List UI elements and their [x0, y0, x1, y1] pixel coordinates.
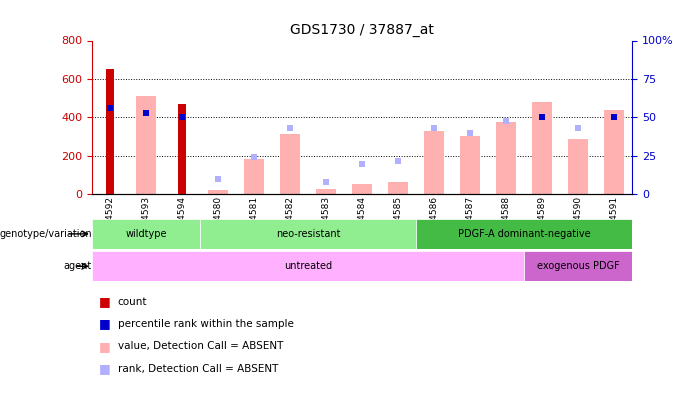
- Bar: [178, 104, 186, 194]
- Bar: [208, 190, 228, 194]
- Title: GDS1730 / 37887_at: GDS1730 / 37887_at: [290, 23, 434, 37]
- Bar: [92, 251, 524, 281]
- Bar: [136, 96, 156, 194]
- Bar: [605, 110, 624, 194]
- Text: PDGF-A dominant-negative: PDGF-A dominant-negative: [458, 229, 591, 239]
- Bar: [244, 159, 264, 194]
- Text: percentile rank within the sample: percentile rank within the sample: [118, 319, 294, 329]
- Bar: [280, 134, 300, 194]
- Bar: [200, 219, 416, 249]
- Bar: [416, 219, 632, 249]
- Text: ■: ■: [99, 295, 110, 308]
- Text: exogenous PDGF: exogenous PDGF: [537, 261, 619, 271]
- Text: wildtype: wildtype: [125, 229, 167, 239]
- Bar: [568, 139, 588, 194]
- Bar: [496, 122, 516, 194]
- Bar: [316, 189, 336, 194]
- Bar: [424, 131, 444, 194]
- Text: untreated: untreated: [284, 261, 332, 271]
- Text: count: count: [118, 297, 147, 307]
- Text: ■: ■: [99, 340, 110, 353]
- Bar: [352, 184, 372, 194]
- Text: rank, Detection Call = ABSENT: rank, Detection Call = ABSENT: [118, 364, 278, 373]
- Bar: [92, 219, 200, 249]
- Text: neo-resistant: neo-resistant: [276, 229, 340, 239]
- Text: ■: ■: [99, 318, 110, 330]
- Bar: [524, 251, 632, 281]
- Bar: [532, 102, 552, 194]
- Text: agent: agent: [63, 261, 92, 271]
- Bar: [388, 182, 408, 194]
- Bar: [106, 69, 114, 194]
- Bar: [460, 136, 480, 194]
- Text: ■: ■: [99, 362, 110, 375]
- Text: genotype/variation: genotype/variation: [0, 229, 92, 239]
- Text: value, Detection Call = ABSENT: value, Detection Call = ABSENT: [118, 341, 283, 351]
